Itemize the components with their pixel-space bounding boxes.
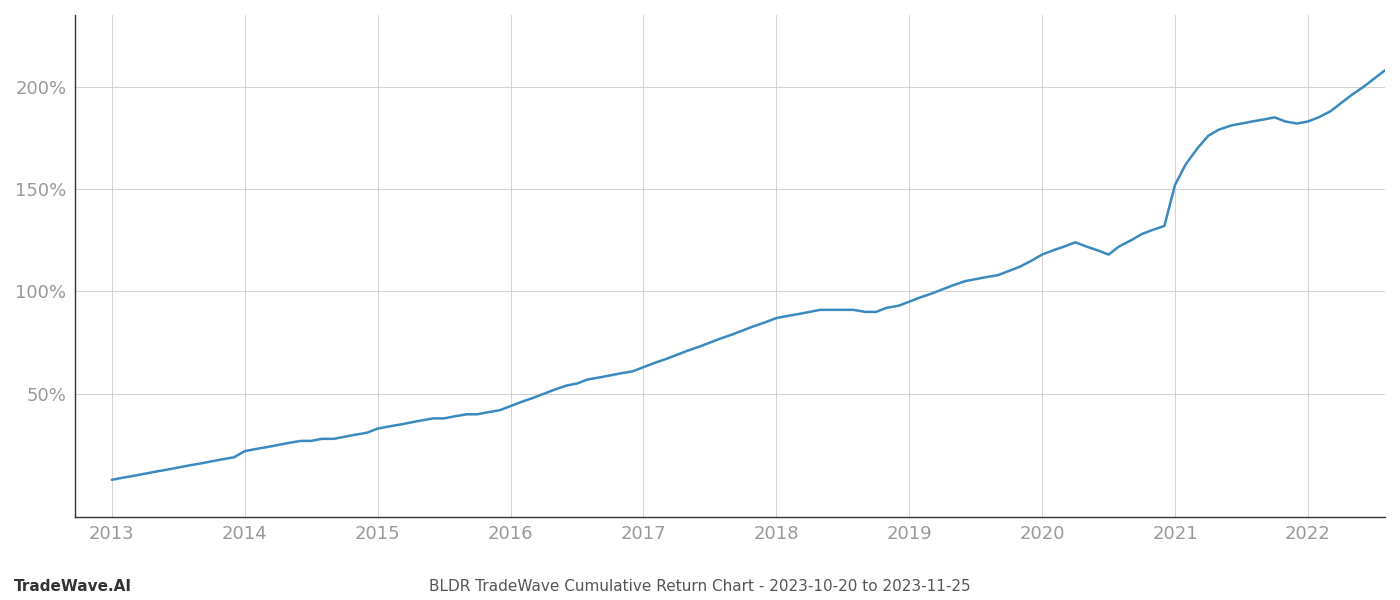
Text: BLDR TradeWave Cumulative Return Chart - 2023-10-20 to 2023-11-25: BLDR TradeWave Cumulative Return Chart -…	[430, 579, 970, 594]
Text: TradeWave.AI: TradeWave.AI	[14, 579, 132, 594]
